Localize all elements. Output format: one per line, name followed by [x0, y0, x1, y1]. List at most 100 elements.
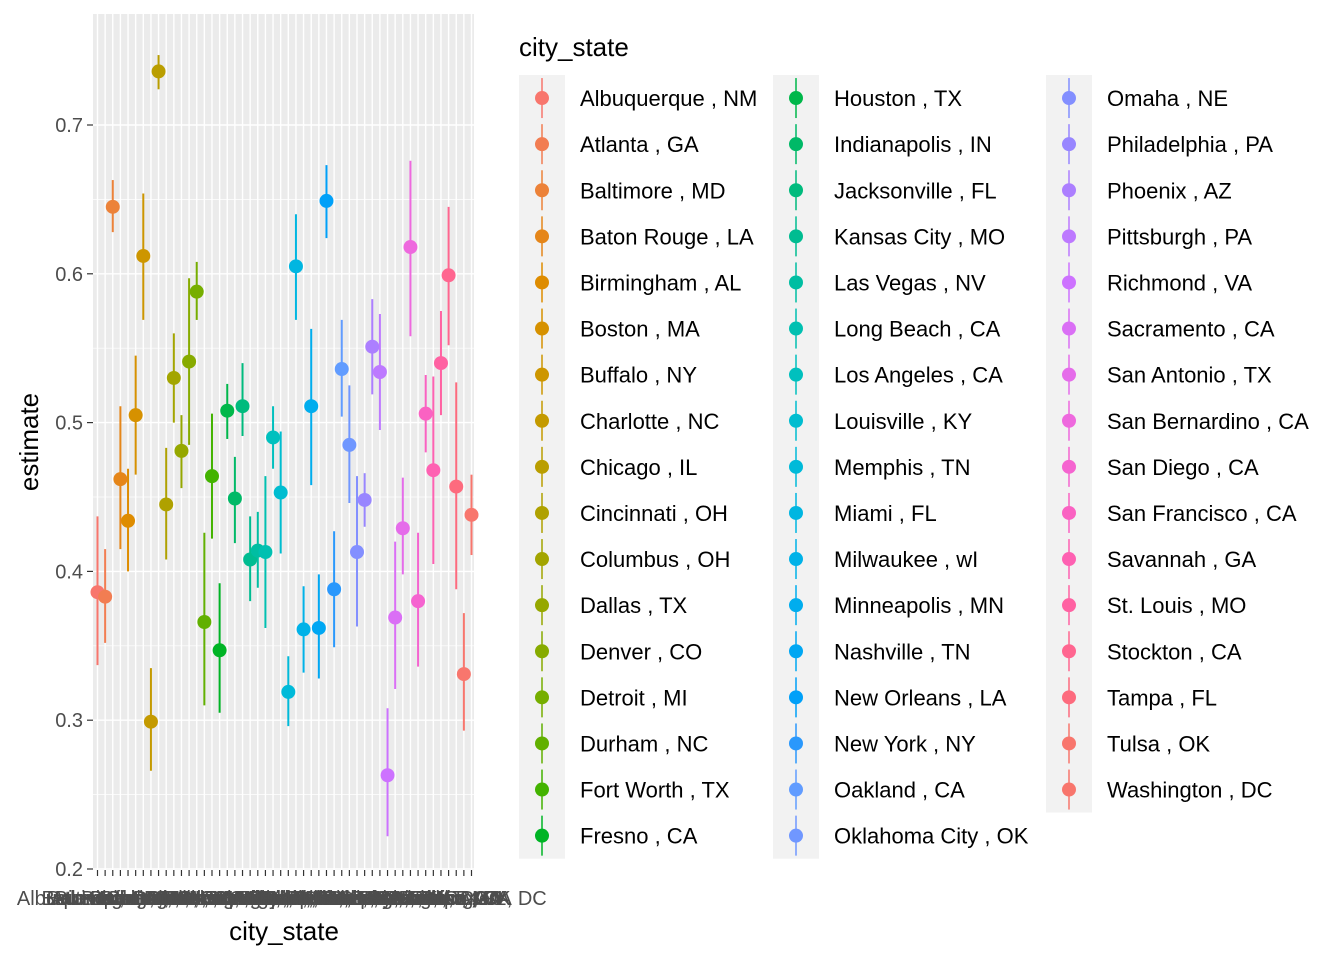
legend-key-point — [789, 782, 803, 797]
data-point — [159, 497, 174, 512]
legend-key-point — [535, 91, 549, 106]
legend-key-point — [789, 413, 803, 428]
y-tick-label: 0.2 — [55, 859, 83, 881]
legend-label: New York , NY — [834, 731, 976, 756]
legend-key-point — [535, 459, 549, 474]
legend-key-point — [789, 367, 803, 382]
x-tick-label: Denver , CO — [134, 888, 245, 910]
legend-key-point — [535, 137, 549, 152]
data-point — [311, 620, 326, 635]
legend-label: Stockton , CA — [1107, 639, 1242, 664]
legend-label: Kansas City , MO — [834, 224, 1005, 249]
data-point — [166, 370, 181, 385]
x-tick-label: San Francisco , CA — [340, 888, 513, 910]
legend-key-point — [1062, 459, 1076, 474]
legend-key-point — [535, 552, 549, 567]
x-tick-label: San Bernardino , CA — [319, 888, 503, 910]
data-point — [403, 240, 418, 255]
legend-key-point — [1062, 229, 1076, 244]
legend-label: San Diego , CA — [1107, 455, 1259, 480]
legend-label: Fort Worth , TX — [580, 778, 730, 803]
y-axis-title: estimate — [14, 393, 44, 491]
legend-label: Baltimore , MD — [580, 178, 725, 203]
legend-key-point — [535, 413, 549, 428]
legend-label: Savannah , GA — [1107, 547, 1257, 572]
data-point — [357, 492, 372, 507]
y-tick-label: 0.5 — [55, 413, 83, 435]
legend-label: St. Louis , MO — [1107, 593, 1246, 618]
x-tick-label: Birmingham , AL — [55, 888, 202, 910]
legend-key-point — [1062, 367, 1076, 382]
x-tick-label: Albuquerque , NM — [17, 888, 178, 910]
legend-label: New Orleans , LA — [834, 685, 1007, 710]
data-point — [388, 610, 403, 625]
legend-label: San Francisco , CA — [1107, 501, 1297, 526]
legend-key-point — [535, 690, 549, 705]
x-tick-label: Oklahoma City , OK — [261, 888, 438, 910]
data-point — [220, 403, 235, 418]
legend-key-point — [1062, 552, 1076, 567]
x-tick-label: Cincinnati , OH — [99, 888, 234, 910]
legend-title: city_state — [519, 32, 629, 62]
legend-label: Phoenix , AZ — [1107, 178, 1232, 203]
legend-label: Houston , TX — [834, 86, 962, 111]
legend: Albuquerque , NM Atlanta , GA Baltimore , … — [519, 75, 1309, 859]
legend-label: Indianapolis , IN — [834, 132, 992, 157]
legend-label: Charlotte , NC — [580, 409, 719, 434]
x-tick-label: San Antonio , TX — [328, 888, 478, 910]
data-point — [334, 362, 349, 377]
x-tick-label: Charlotte , NC — [88, 888, 215, 910]
x-tick-label: New Orleans , LA — [248, 888, 405, 910]
x-tick-label: Las Vegas , NV — [189, 888, 328, 910]
legend-label: Richmond , VA — [1107, 270, 1252, 295]
legend-key-point — [789, 91, 803, 106]
legend-label: Washington , DC — [1107, 778, 1273, 803]
data-point — [327, 582, 342, 597]
data-point — [98, 589, 113, 604]
legend-key-point — [789, 229, 803, 244]
legend-label: Cincinnati , OH — [580, 501, 728, 526]
legend-label: Birmingham , AL — [580, 270, 741, 295]
data-point — [350, 545, 365, 560]
x-tick-label: Nashville , TN — [257, 888, 381, 910]
legend-key-point — [1062, 505, 1076, 520]
x-tick-label: Los Angeles , CA — [196, 888, 350, 910]
data-point — [143, 714, 158, 729]
legend-key-point — [789, 275, 803, 290]
legend-key-point — [535, 782, 549, 797]
legend-key-point — [1062, 413, 1076, 428]
y-tick-label: 0.4 — [55, 561, 83, 583]
legend-key-point — [789, 828, 803, 843]
x-tick-label: Pittsburgh , PA — [314, 888, 447, 910]
legend-label: Durham , NC — [580, 731, 708, 756]
x-tick-label: Washington , DC — [396, 888, 546, 910]
legend-key-point — [535, 598, 549, 613]
legend-key-point — [535, 229, 549, 244]
x-tick-label: Buffalo , NY — [90, 888, 196, 910]
data-point — [433, 356, 448, 371]
x-tick-label: Fort Worth , TX — [144, 888, 280, 910]
data-point — [319, 193, 334, 208]
grid — [93, 14, 474, 870]
legend-label: Nashville , TN — [834, 639, 971, 664]
legend-label: Buffalo , NY — [580, 363, 697, 388]
x-tick-label: Detroit , MI — [148, 888, 246, 910]
legend-key-point — [1062, 644, 1076, 659]
legend-label: Tampa , FL — [1107, 685, 1217, 710]
legend-key-point — [789, 598, 803, 613]
legend-key-point — [535, 367, 549, 382]
data-point — [266, 430, 281, 445]
data-point — [441, 268, 456, 283]
legend-label: Pittsburgh , PA — [1107, 224, 1252, 249]
data-point — [411, 594, 426, 609]
data-point — [365, 339, 380, 354]
data-point — [182, 354, 197, 369]
x-tick-label: Atlanta , GA — [51, 888, 159, 910]
x-tick-label: Richmond , VA — [322, 888, 455, 910]
y-axis: 0.2 0.3 0.4 0.5 0.6 0.7 — [55, 115, 93, 881]
x-axis-title: city_state — [229, 916, 339, 946]
data-point — [372, 365, 387, 380]
data-point — [136, 248, 151, 263]
data-point — [288, 259, 303, 274]
legend-key-point — [789, 505, 803, 520]
